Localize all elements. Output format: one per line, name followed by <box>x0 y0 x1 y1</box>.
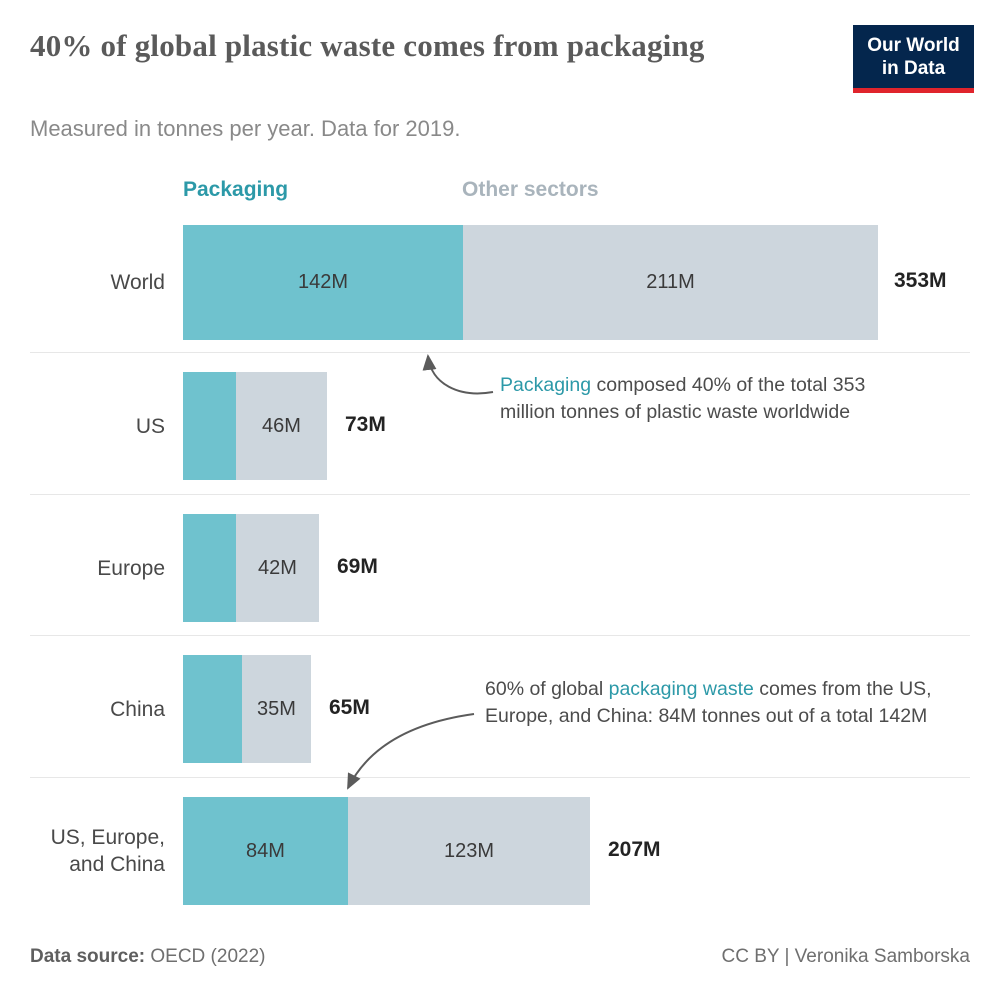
bar-segment-packaging <box>183 514 236 622</box>
row-separator <box>30 777 970 778</box>
segment-value: 35M <box>257 697 296 720</box>
bar-segment-other: 46M <box>236 372 327 480</box>
row-label-china: China <box>110 698 165 721</box>
bar-segment-other: 123M <box>348 797 590 905</box>
segment-value: 123M <box>443 839 495 862</box>
bar-segment-packaging <box>183 655 242 763</box>
chart-subtitle: Measured in tonnes per year. Data for 20… <box>30 116 461 141</box>
row-separator <box>30 494 970 495</box>
owid-logo-red-bar <box>853 88 974 94</box>
segment-value: 46M <box>262 414 301 437</box>
segment-value: 211M <box>646 271 695 293</box>
data-source-label: Data source: <box>30 946 146 967</box>
annotation-us-europe-china: 60% of global packaging waste comes from… <box>485 676 955 730</box>
row-label-us: US <box>135 415 165 438</box>
bar-row-europe: Europe 42M 69M <box>0 514 1000 622</box>
total-label-europe: 69M <box>337 555 378 578</box>
legend: Packaging Other sectors <box>0 178 1000 206</box>
total-label-us: 73M <box>345 413 386 436</box>
annotation-text: comes from the US, Europe, and China: 84… <box>485 678 932 727</box>
row-separator <box>30 352 970 353</box>
segment-value: 84M <box>246 839 285 862</box>
bar-segment-packaging <box>183 372 236 480</box>
row-separator <box>30 635 970 636</box>
annotation-arrow-world <box>422 354 494 395</box>
total-label-us-europe-china: 207M <box>608 838 661 861</box>
bar-row-us: US 46M 73M <box>0 372 1000 480</box>
row-label-world: World <box>110 271 165 294</box>
bar-segment-other: 35M <box>242 655 311 763</box>
owid-logo-line2: in Data <box>881 58 946 80</box>
annotation-text: 60% of global <box>485 678 609 700</box>
data-source-value: OECD (2022) <box>145 946 266 967</box>
chart-title: 40% of global plastic waste comes from p… <box>30 28 705 63</box>
annotation-highlight: Packaging <box>500 374 592 396</box>
bar-track-world: 142M 211M <box>183 225 878 340</box>
bar-track-us: 46M <box>183 372 327 480</box>
bar-segment-other: 42M <box>236 514 319 622</box>
legend-other-sectors: Other sectors <box>462 178 599 201</box>
segment-value: 42M <box>258 556 297 579</box>
total-label-world: 353M <box>894 269 947 292</box>
annotation-highlight: packaging waste <box>608 678 754 700</box>
annotation-text: composed 40% of the total 353 million to… <box>500 374 866 423</box>
bar-track-china: 35M <box>183 655 311 763</box>
segment-value: 142M <box>297 271 349 293</box>
total-label-china: 65M <box>329 696 370 719</box>
row-label-us-europe-china: US, Europe, and China <box>50 826 165 877</box>
license-credit: CC BY | Veronika Samborska <box>721 946 970 967</box>
bar-segment-packaging: 84M <box>183 797 348 905</box>
annotation-world-packaging: Packaging composed 40% of the total 353 … <box>500 372 898 426</box>
bar-track-us-europe-china: 84M 123M <box>183 797 590 905</box>
owid-logo-line1: Our World <box>867 35 960 56</box>
footer: Data source: OECD (2022) CC BY | Veronik… <box>30 946 970 968</box>
row-label-europe: Europe <box>97 557 165 580</box>
bar-row-china: China 35M 65M <box>0 655 1000 763</box>
bar-row-us-europe-china: US, Europe, and China 84M 123M 207M <box>0 797 1000 905</box>
bar-row-world: World 142M 211M 353M <box>0 225 1000 340</box>
annotation-arrow-us-europe-china <box>347 713 475 790</box>
owid-logo: Our World in Data <box>853 25 974 94</box>
bar-track-europe: 42M <box>183 514 319 622</box>
bar-segment-packaging: 142M <box>183 225 463 340</box>
bar-segment-other: 211M <box>463 225 878 340</box>
legend-packaging: Packaging <box>183 178 289 201</box>
